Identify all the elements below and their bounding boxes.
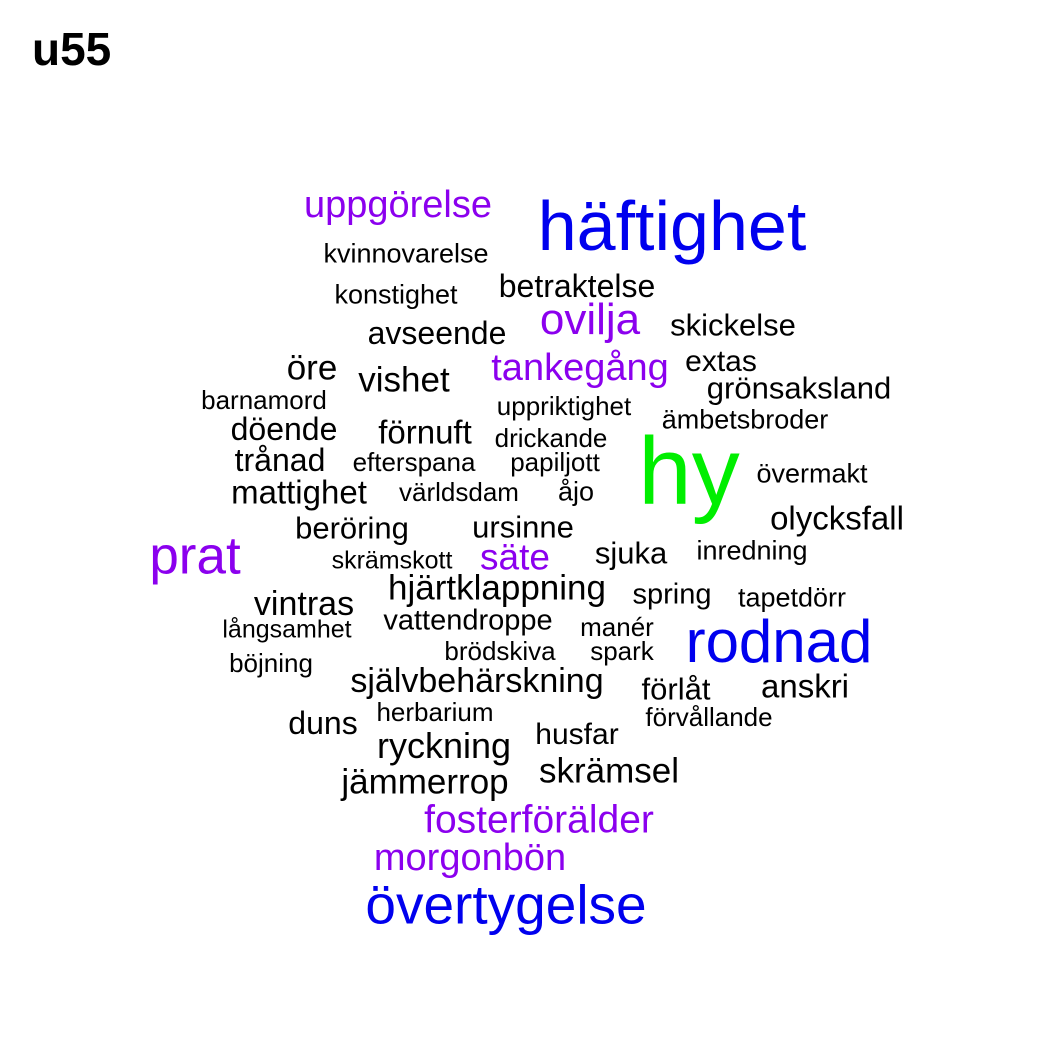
cloud-word: anskri [760, 667, 850, 705]
cloud-word: övertygelse [365, 873, 647, 936]
page-title: u55 [32, 23, 112, 75]
cloud-word: övermakt [756, 458, 868, 489]
cloud-word: fosterförälder [424, 798, 654, 842]
cloud-word: prat [149, 526, 241, 586]
cloud-word: hy [638, 418, 740, 525]
cloud-word: förlåt [641, 671, 711, 707]
cloud-word: tapetdörr [737, 582, 847, 613]
cloud-word: betraktelse [498, 268, 656, 304]
cloud-word: uppriktighet [496, 391, 632, 421]
cloud-word: långsamhet [222, 615, 352, 644]
cloud-word: skickelse [670, 307, 796, 343]
cloud-word: barnamord [201, 385, 327, 415]
cloud-word: manér [580, 612, 654, 642]
cloud-word: skrämsel [538, 751, 680, 791]
cloud-word: hjärtklappning [388, 568, 606, 608]
cloud-word: drickande [494, 423, 608, 453]
cloud-word: trånad [234, 442, 326, 478]
cloud-word: husfar [535, 718, 619, 751]
cloud-word: vintras [253, 585, 355, 623]
cloud-word: extas [685, 345, 757, 378]
cloud-word: konstighet [334, 279, 458, 310]
cloud-word: ämbetsbroder [661, 404, 829, 435]
cloud-word: sjuka [594, 535, 668, 571]
cloud-word: inredning [696, 535, 808, 566]
cloud-word: beröring [295, 510, 409, 546]
cloud-word: förnuft [378, 413, 472, 451]
cloud-word: vishet [358, 360, 450, 400]
cloud-word: böjning [229, 648, 313, 678]
cloud-word: förvållande [645, 702, 773, 732]
cloud-word: ursinne [472, 509, 574, 545]
cloud-word: grönsaksland [706, 370, 892, 406]
cloud-word: kvinnovarelse [323, 238, 489, 269]
cloud-word: mattighet [231, 473, 367, 511]
cloud-word: världsdam [399, 477, 519, 507]
cloud-word: tankegång [491, 347, 669, 389]
cloud-word: spark [590, 636, 654, 666]
cloud-word: säte [480, 536, 550, 578]
cloud-word: olycksfall [770, 499, 904, 537]
cloud-word: papiljott [510, 447, 600, 477]
cloud-word: avseende [367, 315, 507, 351]
cloud-word: spring [632, 578, 712, 611]
cloud-word: jämmerrop [341, 762, 509, 802]
cloud-word: döende [230, 411, 338, 447]
cloud-word: ovilja [539, 295, 641, 344]
cloud-word: herbarium [376, 697, 494, 727]
cloud-word: brödskiva [444, 636, 556, 666]
cloud-word: ryckning [376, 725, 512, 766]
cloud-word: duns [288, 705, 358, 741]
cloud-word: rodnad [685, 608, 873, 675]
cloud-word: självbehärskning [350, 662, 604, 700]
cloud-word: efterspana [352, 447, 476, 477]
cloud-word: öre [286, 348, 338, 388]
cloud-word: morgonbön [373, 837, 567, 879]
cloud-word: åjo [557, 476, 595, 507]
cloud-word: häftighet [537, 187, 807, 265]
cloud-word: uppgörelse [303, 184, 493, 226]
cloud-word: skrämskott [331, 546, 453, 575]
cloud-word: vattendroppe [383, 604, 553, 637]
